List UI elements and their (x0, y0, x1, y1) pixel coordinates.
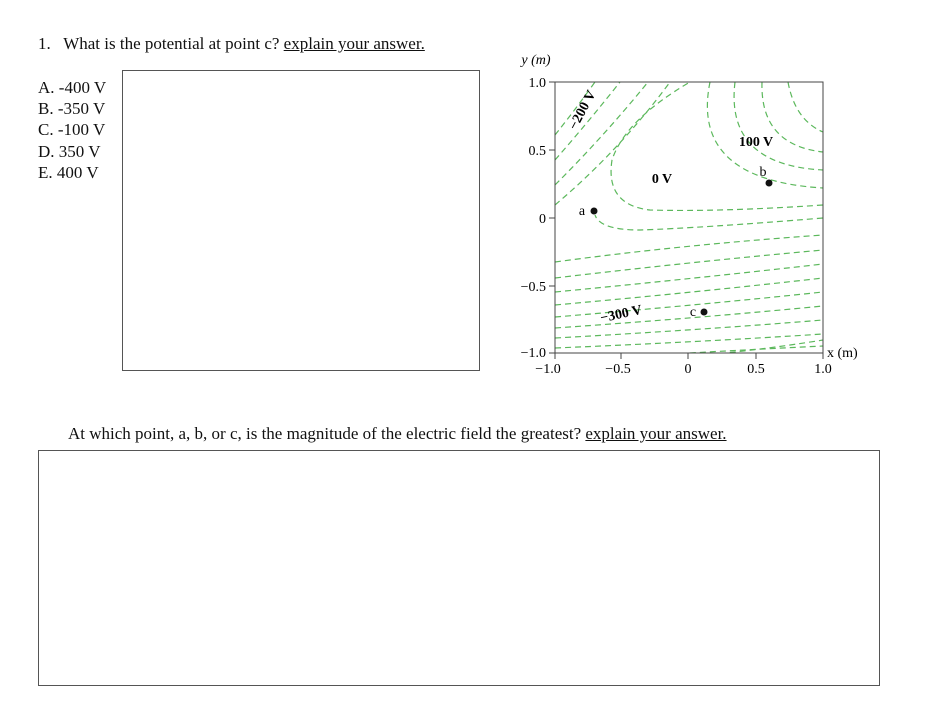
instruction: explain your answer. (585, 424, 727, 443)
equipotential-lines (555, 82, 823, 353)
x-tick-label: −1.0 (535, 362, 560, 377)
question-text: What is the potential at point c? (63, 34, 280, 53)
y-tick-label: 1.0 (529, 76, 547, 91)
option: D. 350 V (38, 142, 101, 161)
point (590, 207, 598, 215)
x-tick-label: 0 (685, 362, 692, 377)
point-label: b (760, 165, 767, 180)
equipotential-label: 0 V (652, 172, 672, 187)
equipotential-label: −300 V (599, 303, 644, 326)
point (765, 179, 773, 187)
x-tick-label: 1.0 (814, 362, 832, 377)
option: E. 400 V (38, 163, 99, 182)
x-tick-label: −0.5 (605, 362, 630, 377)
answer-box[interactable] (38, 450, 880, 686)
equipotential-label: −200 V (566, 88, 599, 132)
x-axis-label: x (m) (827, 346, 858, 361)
option: B. -350 V (38, 99, 106, 118)
question-2: At which point, a, b, or c, is the magni… (68, 424, 727, 444)
equipotential-figure: y (m) x (m) 1.0 0.5 0 −0.5 −1.0 −1.0 −0.… (519, 53, 858, 377)
point-label: c (690, 305, 696, 320)
option: A. -400 V (38, 78, 107, 97)
question-text: At which point, a, b, or c, is the magni… (68, 424, 582, 443)
equipotential-label: 100 V (739, 135, 773, 150)
option: C. -100 V (38, 120, 106, 139)
point-label: a (579, 204, 586, 219)
y-tick-label: −1.0 (521, 346, 546, 361)
y-tick-label: 0 (539, 212, 546, 227)
question-1: 1. What is the potential at point c? exp… (38, 34, 425, 54)
question-number: 1. (38, 34, 51, 53)
answer-box[interactable] (122, 70, 480, 371)
ticks (549, 81, 824, 359)
point (700, 308, 708, 316)
y-axis-label: y (m) (519, 53, 550, 68)
y-tick-label: 0.5 (529, 144, 547, 159)
instruction: explain your answer. (283, 34, 425, 53)
x-tick-label: 0.5 (747, 362, 765, 377)
y-tick-label: −0.5 (521, 280, 546, 295)
